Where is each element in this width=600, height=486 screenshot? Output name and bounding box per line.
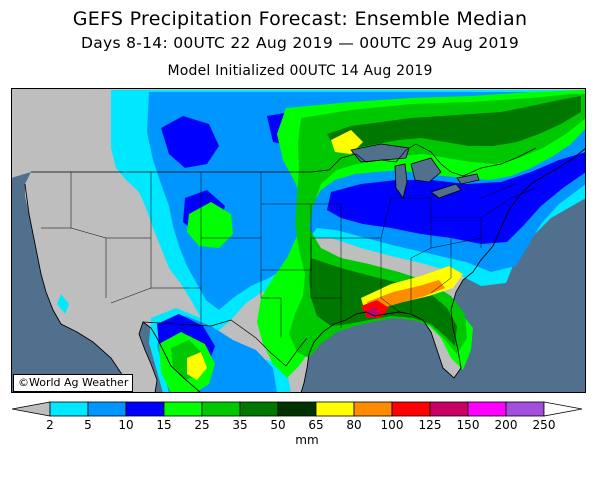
color-legend: 2 5 10 15 25 35 50 65 80 100 125 150 200 250 mm — [12, 401, 583, 447]
lake-superior — [350, 143, 410, 163]
legend-tick-label: 10 — [118, 418, 133, 432]
precip-65-80-northwest — [331, 130, 363, 154]
legend-bin-2 — [87, 401, 127, 417]
great-lakes — [350, 143, 480, 199]
legend-tick-label: 15 — [156, 418, 171, 432]
legend-tick-label: 100 — [381, 418, 404, 432]
precip-65-80-southwest — [187, 352, 207, 380]
legend-tick-label: 5 — [84, 418, 92, 432]
us-canada-border — [31, 143, 537, 177]
borders — [24, 143, 586, 393]
lake-huron — [410, 157, 442, 183]
legend-tick-label: 150 — [457, 418, 480, 432]
legend-bin-10 — [391, 401, 431, 417]
legend-unit: mm — [295, 433, 318, 447]
precip-15-25-rockies — [187, 202, 233, 248]
precip-10-15-east — [327, 152, 586, 244]
map-title: GEFS Precipitation Forecast: Ensemble Me… — [72, 8, 528, 30]
legend-bin-13 — [505, 401, 545, 417]
model-init: Model Initialized 00UTC 14 Aug 2019 — [167, 63, 433, 79]
legend-bin-4 — [163, 401, 203, 417]
legend-bin-12 — [467, 401, 507, 417]
legend-tick-label: 25 — [194, 418, 209, 432]
legend-bin-1 — [49, 401, 89, 417]
legend-tick-label: 200 — [495, 418, 518, 432]
copyright-credit: ©World Ag Weather — [13, 374, 134, 392]
legend-bin-7 — [277, 401, 317, 417]
legend-bin-11 — [429, 401, 469, 417]
legend-bin-6 — [239, 401, 279, 417]
lake-michigan — [394, 163, 408, 199]
legend-bin-5 — [201, 401, 241, 417]
legend-tick-label: 80 — [346, 418, 361, 432]
legend-tick-label: 50 — [270, 418, 285, 432]
precip-35-50-northeast — [327, 96, 581, 152]
legend-tick-label: 35 — [232, 418, 247, 432]
lake-ontario — [456, 173, 480, 185]
legend-ticks: 2 5 10 15 25 35 50 65 80 100 125 150 200 250 — [46, 418, 555, 432]
legend-bin-9 — [353, 401, 393, 417]
legend-bin-8 — [315, 401, 355, 417]
legend-tick-label: 65 — [308, 418, 323, 432]
legend-above-arrow — [543, 401, 583, 417]
precip-shading — [57, 90, 586, 393]
coastline — [24, 147, 586, 393]
legend-bins — [12, 401, 583, 417]
legend-tick-label: 2 — [46, 418, 54, 432]
legend-tick-label: 250 — [533, 418, 556, 432]
legend-tick-label: 125 — [419, 418, 442, 432]
precipitation-map — [11, 88, 586, 393]
forecast-period: Days 8-14: 00UTC 22 Aug 2019 — 00UTC 29 … — [80, 34, 520, 52]
precip-10-15-northwest — [161, 116, 219, 168]
us-mexico-border — [142, 319, 308, 367]
lake-erie — [430, 183, 462, 199]
legend-bin-3 — [125, 401, 165, 417]
precip-80-100-gulf — [367, 280, 445, 312]
precip-2-5-coastal — [57, 294, 69, 314]
legend-below-arrow — [12, 401, 51, 417]
state-lines — [41, 172, 537, 338]
